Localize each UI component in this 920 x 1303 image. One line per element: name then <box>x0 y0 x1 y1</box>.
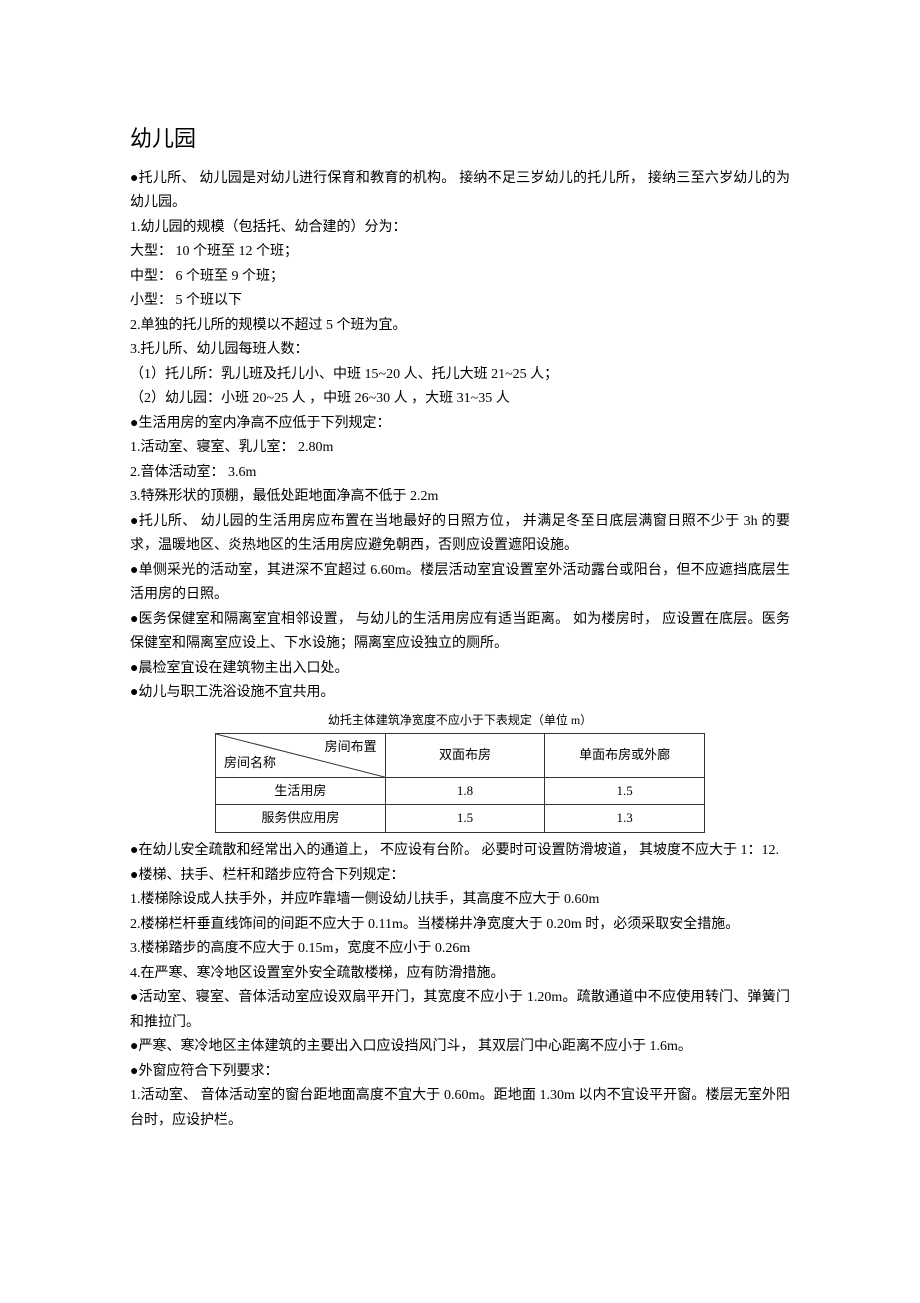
paragraph: 3.楼梯踏步的高度不应大于 0.15m，宽度不应小于 0.26m <box>130 937 790 962</box>
table-cell: 1.5 <box>545 777 705 805</box>
paragraph: ●楼梯、扶手、栏杆和踏步应符合下列规定： <box>130 864 790 889</box>
paragraph: ●幼儿与职工洗浴设施不宜共用。 <box>130 681 790 706</box>
paragraph: ●托儿所、 幼儿园的生活用房应布置在当地最好的日照方位， 并满足冬至日底层满窗日… <box>130 510 790 559</box>
table-header-diagonal: 房间布置 房间名称 <box>216 733 386 777</box>
table-header: 双面布房 <box>385 733 545 777</box>
paragraph: 大型： 10 个班至 12 个班； <box>130 240 790 265</box>
table-cell: 服务供应用房 <box>216 805 386 833</box>
table-caption: 幼托主体建筑净宽度不应小于下表规定（单位 m） <box>130 710 790 731</box>
paragraph: ●活动室、寝室、音体活动室应设双扇平开门，其宽度不应小于 1.20m。疏散通道中… <box>130 986 790 1035</box>
table-cell: 生活用房 <box>216 777 386 805</box>
paragraph: 1.活动室、 音体活动室的窗台距地面高度不宜大于 0.60m。距地面 1.30m… <box>130 1084 790 1133</box>
paragraph: ●外窗应符合下列要求： <box>130 1060 790 1085</box>
paragraph: 2.单独的托儿所的规模以不超过 5 个班为宜。 <box>130 314 790 339</box>
diag-bottom-label: 房间名称 <box>224 752 276 775</box>
paragraph: 1.楼梯除设成人扶手外，并应咋靠墙一侧设幼儿扶手，其高度不应大于 0.60m <box>130 888 790 913</box>
diag-top-label: 房间布置 <box>325 736 377 759</box>
table-row: 生活用房 1.8 1.5 <box>216 777 705 805</box>
paragraph: （1）托儿所：乳儿班及托儿小、中班 15~20 人、托儿大班 21~25 人； <box>130 363 790 388</box>
table-cell: 1.8 <box>385 777 545 805</box>
paragraph: （2）幼儿园：小班 20~25 人 ，中班 26~30 人 ，大班 31~35 … <box>130 387 790 412</box>
page-title: 幼儿园 <box>130 120 790 159</box>
paragraph: 中型： 6 个班至 9 个班； <box>130 265 790 290</box>
paragraph: ●晨检室宜设在建筑物主出入口处。 <box>130 657 790 682</box>
paragraph: 1.活动室、寝室、乳儿室： 2.80m <box>130 436 790 461</box>
paragraph: ●生活用房的室内净高不应低于下列规定： <box>130 412 790 437</box>
paragraph: 3.托儿所、幼儿园每班人数： <box>130 338 790 363</box>
table-header: 单面布房或外廊 <box>545 733 705 777</box>
paragraph: 1.幼儿园的规模（包括托、幼合建的）分为： <box>130 216 790 241</box>
paragraph: 2.楼梯栏杆垂直线饰间的间距不应大于 0.11m。当楼梯井净宽度大于 0.20m… <box>130 913 790 938</box>
paragraph: ●在幼儿安全疏散和经常出入的通道上， 不应设有台阶。 必要时可设置防滑坡道， 其… <box>130 839 790 864</box>
table-row: 服务供应用房 1.5 1.3 <box>216 805 705 833</box>
paragraph: ●严寒、寒冷地区主体建筑的主要出入口应设挡风门斗， 其双层门中心距离不应小于 1… <box>130 1035 790 1060</box>
paragraph: 2.音体活动室： 3.6m <box>130 461 790 486</box>
paragraph: 小型： 5 个班以下 <box>130 289 790 314</box>
paragraph: ●托儿所、 幼儿园是对幼儿进行保育和教育的机构。 接纳不足三岁幼儿的托儿所， 接… <box>130 167 790 216</box>
width-table: 房间布置 房间名称 双面布房 单面布房或外廊 生活用房 1.8 1.5 服务供应… <box>215 733 705 834</box>
table-cell: 1.3 <box>545 805 705 833</box>
table-row: 房间布置 房间名称 双面布房 单面布房或外廊 <box>216 733 705 777</box>
table-cell: 1.5 <box>385 805 545 833</box>
paragraph: ●单侧采光的活动室，其进深不宜超过 6.60m。楼层活动室宜设置室外活动露台或阳… <box>130 559 790 608</box>
paragraph: 4.在严寒、寒冷地区设置室外安全疏散楼梯，应有防滑措施。 <box>130 962 790 987</box>
paragraph: 3.特殊形状的顶棚，最低处距地面净高不低于 2.2m <box>130 485 790 510</box>
paragraph: ●医务保健室和隔离室宜相邻设置， 与幼儿的生活用房应有适当距离。 如为楼房时， … <box>130 608 790 657</box>
